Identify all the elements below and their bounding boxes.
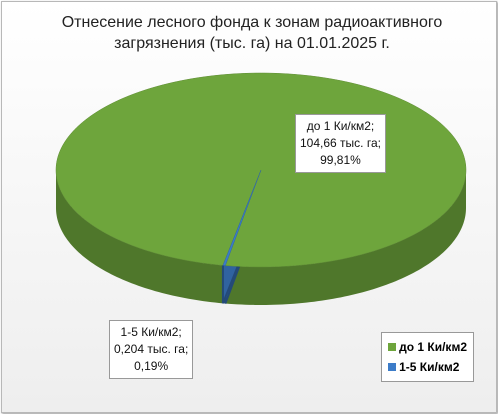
chart-title: Отнесение лесного фонда к зонам радиоакт… [61, 14, 443, 52]
data-label-separator: ; [184, 342, 189, 356]
data-label-line: до 1 Ки/км2; [300, 118, 381, 135]
legend-label: до 1 Ки/км2 [399, 340, 467, 354]
data-label-value: 0,19% [134, 359, 169, 373]
data-label-separator: ; [370, 119, 375, 133]
data-label-area: 104,66 тыс. га [300, 136, 378, 150]
legend-swatch [388, 343, 397, 351]
data-label-area: 0,204 тыс. га [114, 342, 185, 356]
data-label: до 1 Ки/км2; 104,66 тыс. га; 99,81% [295, 114, 386, 173]
data-label-value: 99,81% [320, 153, 361, 167]
data-label: 1-5 Ки/км2; 0,204 тыс. га; 0,19% [109, 320, 194, 379]
data-label-line: 104,66 тыс. га; [300, 135, 381, 152]
data-label-separator: ; [377, 136, 381, 150]
slice-side [56, 170, 223, 304]
data-label-category: 1-5 Ки/км2 [120, 325, 179, 339]
data-label-category: до 1 Ки/км2 [306, 119, 371, 133]
data-label-separator: ; [178, 325, 182, 339]
legend-item: до 1 Ки/км2 [388, 337, 467, 357]
data-label-line: 1-5 Ки/км2; [114, 324, 188, 341]
legend-swatch [388, 363, 397, 371]
legend-item: 1-5 Ки/км2 [388, 357, 467, 377]
slice-top [222, 169, 262, 266]
data-label-line: 0,204 тыс. га; [114, 341, 188, 358]
legend-label: 1-5 Ки/км2 [399, 360, 460, 374]
legend: до 1 Ки/км2 1-5 Ки/км2 [381, 332, 474, 382]
slice-side [225, 170, 466, 305]
